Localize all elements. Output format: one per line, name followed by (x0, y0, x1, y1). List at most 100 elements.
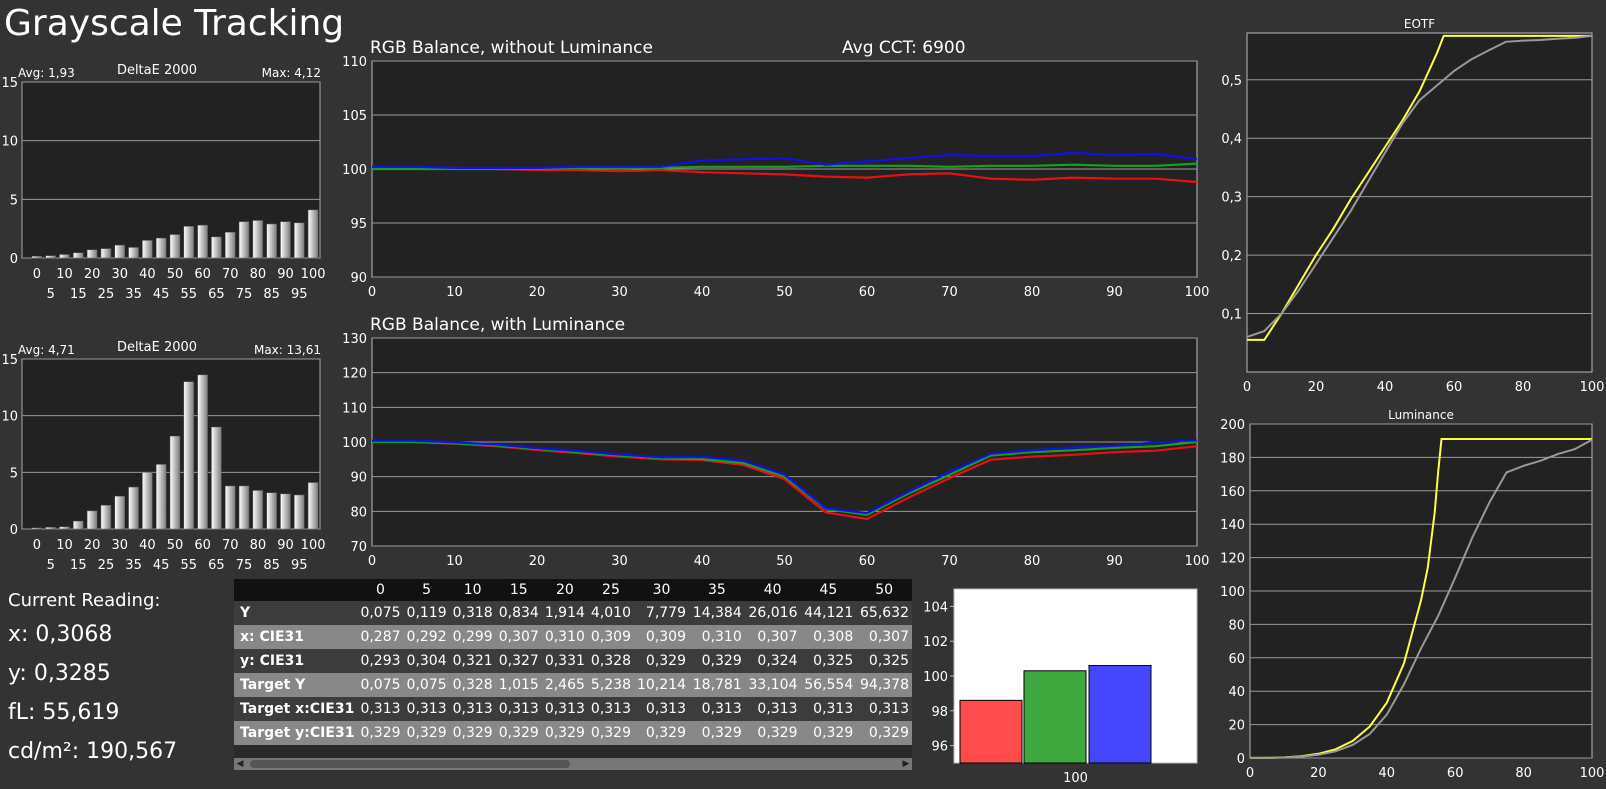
x-tick-label: 45 (153, 558, 170, 573)
x-tick-label: 40 (694, 554, 711, 569)
x-tick-label: 30 (611, 554, 628, 569)
blue-balance-bar (1088, 665, 1152, 764)
x-tick-label: 30 (111, 267, 128, 282)
chart-plot-area (1246, 32, 1593, 373)
table-cell: 7,779 (634, 601, 689, 625)
scroll-right-arrow-icon[interactable]: ▶ (902, 759, 910, 769)
y-tick-label: 0,4 (1221, 132, 1242, 147)
bar (100, 504, 112, 530)
table-header-cell: 15 (495, 579, 542, 601)
bar (100, 248, 112, 259)
table-cell: 0,329 (856, 721, 912, 745)
bar (211, 426, 222, 530)
reading-y: y: 0,3285 (8, 661, 111, 686)
measurement-table-container[interactable]: 0 5 10 15 20 25 30 35 40 45 50 Y 0,075 0,1… (234, 579, 912, 768)
x-tick-label: 65 (208, 287, 225, 302)
x-tick-label: 80 (1515, 380, 1532, 395)
y-tick-label: 96 (931, 740, 948, 755)
red-balance-bar (959, 699, 1023, 764)
x-tick-label: 85 (263, 558, 280, 573)
table-cell: 0,299 (449, 625, 496, 649)
y-tick-label: 90 (350, 271, 367, 286)
scrollbar-thumb[interactable] (250, 760, 570, 768)
table-cell: 0,329 (495, 721, 542, 745)
table-header-cell: 45 (800, 579, 857, 601)
max-label: Max: 13,61 (254, 343, 321, 357)
x-tick-label: 95 (291, 558, 308, 573)
x-tick-label: 100 (301, 267, 326, 282)
x-tick-label: 45 (153, 287, 170, 302)
x-tick-label: 40 (694, 285, 711, 300)
x-tick-label: 65 (208, 558, 225, 573)
avg-label: Avg: 1,93 (18, 66, 75, 80)
x-tick-label: 30 (111, 538, 128, 553)
bar (252, 220, 264, 259)
x-tick-label: 55 (181, 558, 198, 573)
bar (266, 492, 277, 530)
x-tick-label: 60 (194, 267, 211, 282)
table-cell: 0,309 (587, 625, 634, 649)
table-cell: 0,075 (357, 673, 404, 697)
x-tick-label: 90 (1106, 285, 1123, 300)
y-tick-label: 70 (350, 540, 367, 555)
table-horizontal-scrollbar[interactable]: ◀ ▶ (234, 758, 912, 770)
table-cell: 14,384 (689, 601, 745, 625)
bar (238, 485, 250, 530)
x-tick-label: 100 (1063, 771, 1088, 786)
y-tick-label: 15 (1, 353, 18, 368)
table-row: Target x:CIE31 0,313 0,313 0,313 0,313 0,313 0… (234, 697, 912, 721)
table-cell: 0,328 (587, 649, 634, 673)
y-tick-label: 40 (1228, 685, 1245, 700)
x-tick-label: 35 (125, 558, 142, 573)
x-tick-label: 20 (529, 285, 546, 300)
x-tick-label: 80 (250, 267, 267, 282)
table-cell: 0,329 (800, 721, 857, 745)
x-tick-label: 20 (84, 267, 101, 282)
y-tick-label: 0,1 (1221, 308, 1242, 323)
bar (155, 464, 167, 530)
bar (155, 237, 167, 259)
x-tick-label: 0 (368, 554, 376, 569)
bar (128, 486, 139, 530)
table-cell: 0,325 (800, 649, 857, 673)
scroll-left-arrow-icon[interactable]: ◀ (236, 759, 244, 769)
table-cell: 0,304 (403, 649, 450, 673)
x-tick-label: 50 (776, 285, 793, 300)
y-tick-label: 90 (350, 471, 367, 486)
table-row-label: Target y:CIE31 (234, 721, 358, 745)
x-tick-label: 40 (139, 267, 156, 282)
x-tick-label: 60 (859, 554, 876, 569)
x-tick-label: 35 (125, 287, 142, 302)
avg-label: Avg: 4,71 (18, 343, 75, 357)
table-cell: 0,287 (357, 625, 404, 649)
table-cell: 0,329 (541, 721, 588, 745)
x-tick-label: 20 (1310, 766, 1327, 781)
bar (211, 236, 222, 259)
measured-curve (1249, 438, 1593, 759)
table-cell: 0,313 (357, 697, 404, 721)
y-tick-label: 60 (1228, 652, 1245, 667)
x-tick-label: 55 (181, 287, 198, 302)
bar (307, 209, 319, 259)
y-tick-label: 0 (10, 252, 18, 267)
bar (59, 526, 70, 530)
bar (280, 493, 291, 530)
table-cell: 0,328 (449, 673, 496, 697)
table-cell: 5,238 (587, 673, 634, 697)
x-tick-label: 30 (611, 285, 628, 300)
bar (238, 221, 250, 259)
bar (169, 234, 181, 259)
y-tick-label: 100 (1220, 585, 1245, 600)
table-cell: 0,834 (495, 601, 542, 625)
table-row: y: CIE31 0,293 0,304 0,321 0,327 0,331 0,328 0,… (234, 649, 912, 673)
table-cell: 0,313 (587, 697, 634, 721)
x-tick-label: 90 (277, 538, 294, 553)
y-tick-label: 140 (1220, 518, 1245, 533)
y-tick-label: 95 (350, 217, 367, 232)
bar (128, 247, 139, 259)
table-cell: 0,324 (744, 649, 801, 673)
x-tick-label: 50 (776, 554, 793, 569)
table-cell: 0,313 (744, 697, 801, 721)
table-cell: 0,313 (856, 697, 912, 721)
x-tick-label: 20 (84, 538, 101, 553)
